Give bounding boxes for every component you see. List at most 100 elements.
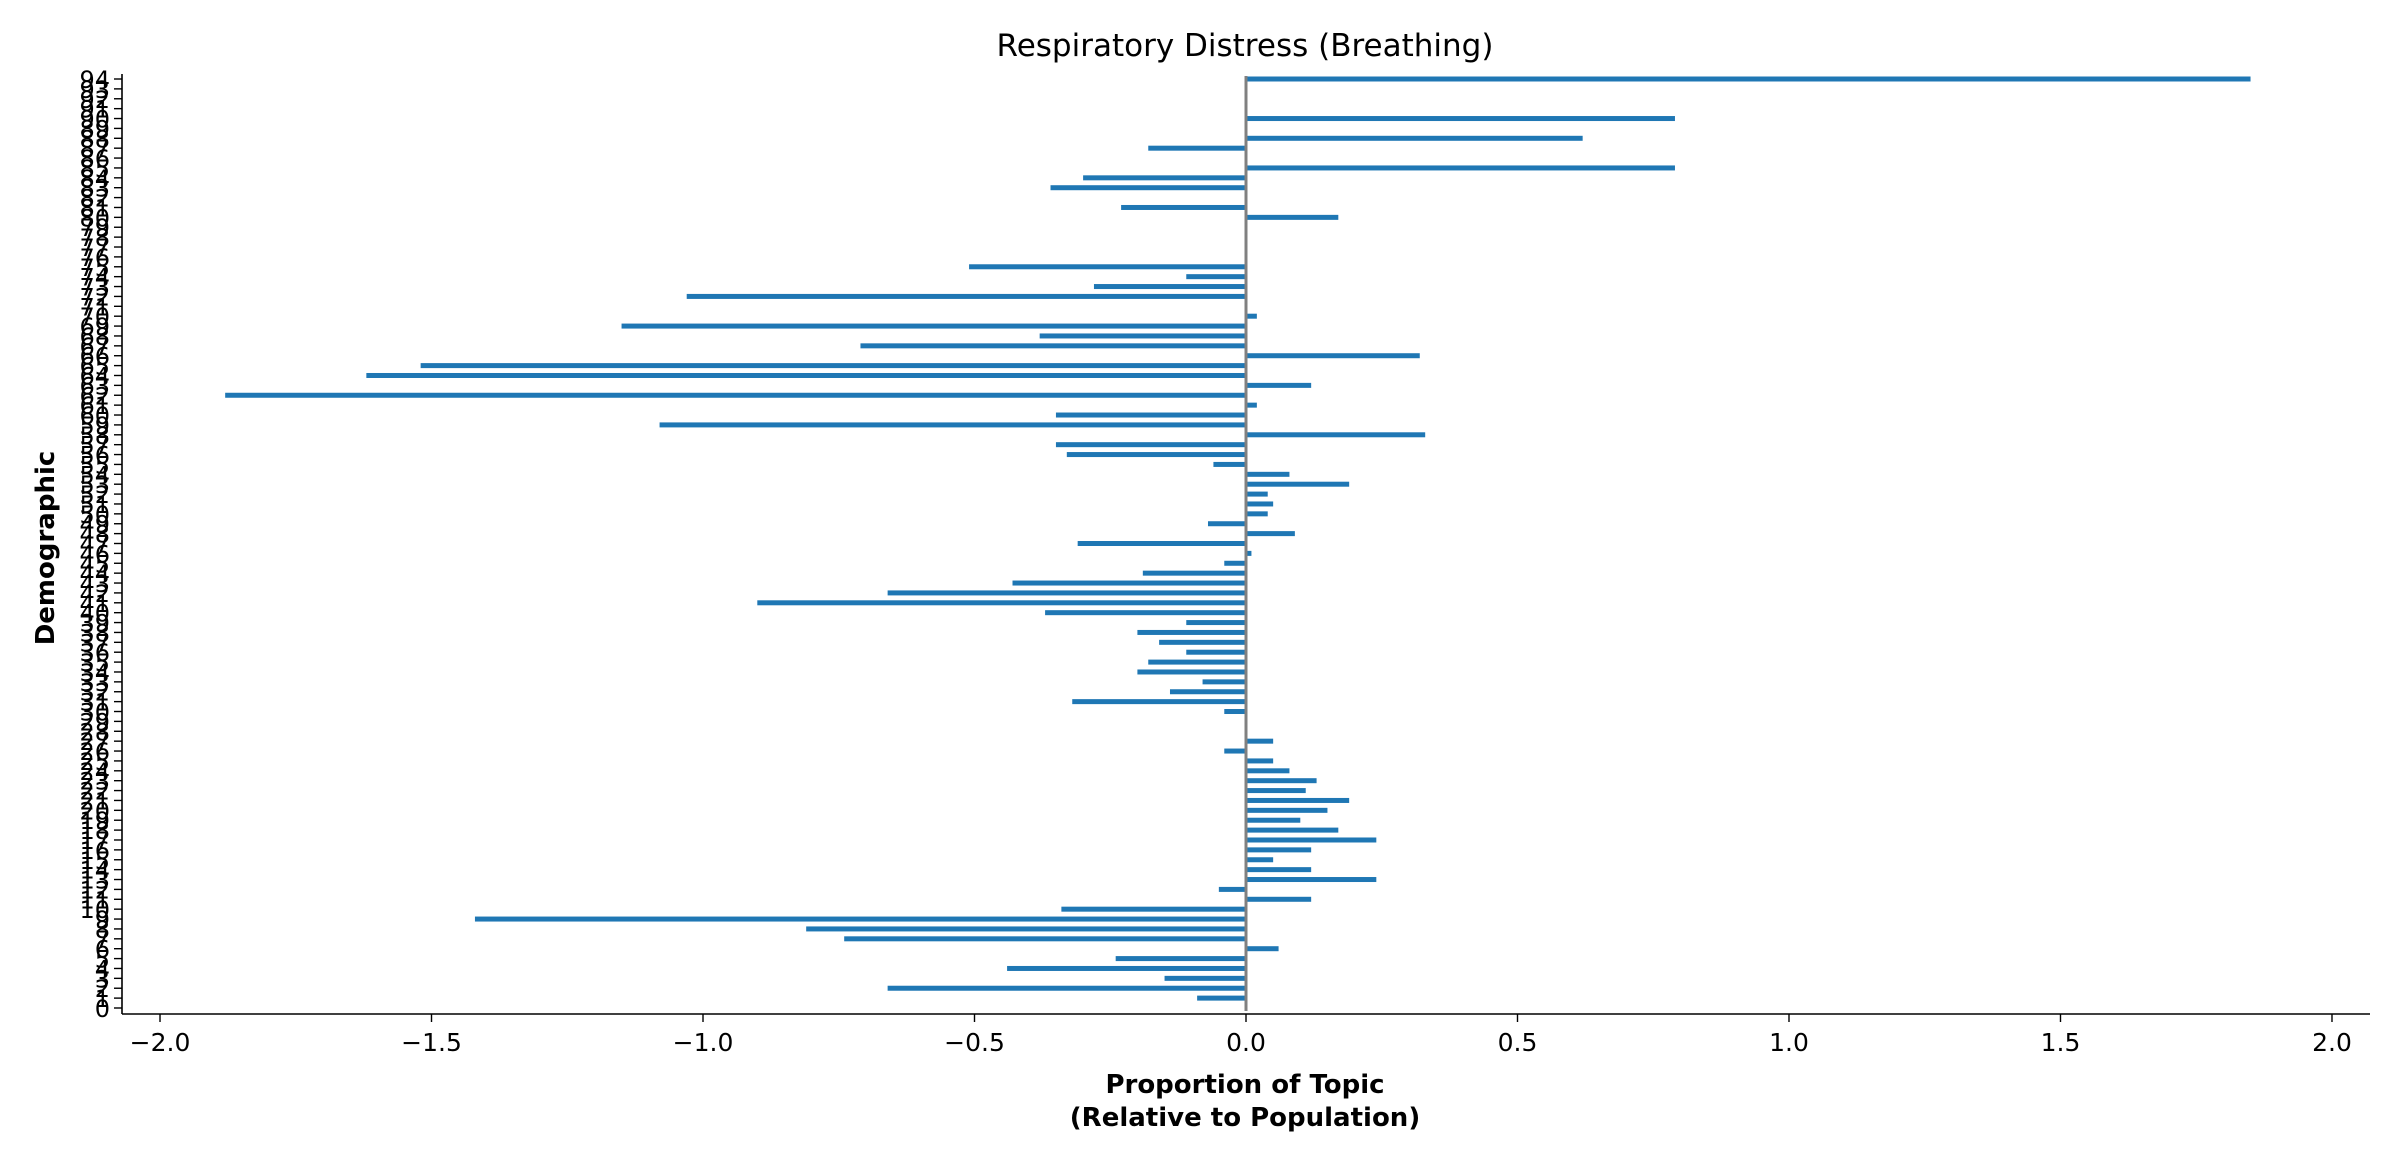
- y-tick-label-19: 19: [79, 807, 110, 835]
- y-tick-label-70: 70: [79, 303, 110, 331]
- bar-demographic-65: [420, 363, 1246, 369]
- bar-demographic-40: [1045, 610, 1246, 616]
- y-tick-label-20: 20: [79, 797, 110, 825]
- y-tick-label-27: 27: [79, 728, 110, 756]
- y-tick-label-17: 17: [79, 827, 110, 855]
- y-tick-label-78: 78: [79, 224, 110, 252]
- bar-demographic-66: [1246, 353, 1420, 359]
- y-tick-label-79: 79: [79, 214, 110, 242]
- y-tick-label-82: 82: [79, 185, 110, 213]
- y-tick-label-2: 2: [95, 975, 110, 1003]
- bar-demographic-55: [1213, 461, 1246, 467]
- bar-demographic-10: [1061, 906, 1246, 912]
- x-tick-label-3: −0.5: [944, 1028, 1005, 1057]
- bar-demographic-51: [1246, 501, 1274, 507]
- y-tick-label-35: 35: [79, 649, 110, 677]
- y-tick-label-60: 60: [79, 402, 110, 430]
- y-tick-label-89: 89: [79, 115, 110, 143]
- bar-demographic-35: [1148, 659, 1246, 665]
- y-tick-label-88: 88: [79, 125, 110, 153]
- y-tick-label-7: 7: [95, 926, 110, 954]
- bar-demographic-2: [887, 985, 1246, 991]
- y-tick-label-65: 65: [79, 353, 110, 381]
- bar-demographic-70: [1246, 313, 1257, 319]
- y-tick-label-12: 12: [79, 876, 110, 904]
- bar-demographic-46: [1246, 550, 1252, 556]
- y-tick-label-92: 92: [79, 86, 110, 114]
- y-tick-label-38: 38: [79, 619, 110, 647]
- y-tick-label-84: 84: [79, 165, 110, 193]
- y-tick-label-68: 68: [79, 323, 110, 351]
- y-tick-label-77: 77: [79, 234, 110, 262]
- y-tick-label-58: 58: [79, 422, 110, 450]
- y-tick-label-69: 69: [79, 313, 110, 341]
- bar-demographic-67: [860, 343, 1246, 349]
- bar-demographic-59: [659, 422, 1246, 428]
- bar-demographic-47: [1077, 541, 1246, 546]
- bar-demographic-36: [1186, 649, 1246, 655]
- y-tick-label-94: 94: [79, 66, 110, 94]
- bar-demographic-94: [1246, 76, 2251, 82]
- y-tick-label-33: 33: [79, 669, 110, 697]
- y-tick-label-41: 41: [79, 590, 110, 618]
- bar-demographic-83: [1050, 185, 1246, 191]
- chart-title: Respiratory Distress (Breathing): [997, 28, 1494, 64]
- bar-demographic-30: [1224, 709, 1246, 715]
- x-tick-label-5: 0.5: [1498, 1028, 1538, 1057]
- bar-demographic-61: [1246, 402, 1257, 408]
- bar-demographic-26: [1224, 748, 1246, 754]
- bar-demographic-60: [1055, 412, 1246, 418]
- bar-demographic-43: [1012, 580, 1246, 586]
- bar-demographic-4: [1007, 965, 1246, 971]
- bar-demographic-17: [1246, 837, 1377, 843]
- bar-demographic-24: [1246, 768, 1290, 774]
- bar-demographic-1: [1197, 995, 1246, 1001]
- y-tick-label-49: 49: [79, 511, 110, 539]
- y-tick-label-13: 13: [79, 867, 110, 895]
- y-tick-label-87: 87: [79, 135, 110, 163]
- y-tick-label-53: 53: [79, 471, 110, 499]
- bar-demographic-73: [1093, 284, 1246, 290]
- y-tick-label-71: 71: [79, 293, 110, 321]
- y-tick-label-59: 59: [79, 412, 110, 440]
- bar-demographic-42: [887, 590, 1246, 596]
- y-tick-label-57: 57: [79, 432, 110, 460]
- y-tick-label-15: 15: [79, 847, 110, 875]
- x-tick-label-1: −1.5: [401, 1028, 462, 1057]
- bar-demographic-64: [366, 372, 1246, 378]
- y-tick-label-22: 22: [79, 778, 110, 806]
- y-tick-label-67: 67: [79, 333, 110, 361]
- y-tick-label-75: 75: [79, 254, 110, 282]
- y-tick-label-81: 81: [79, 194, 110, 222]
- bar-demographic-23: [1246, 778, 1317, 784]
- y-tick-label-11: 11: [79, 886, 110, 914]
- y-tick-label-28: 28: [79, 718, 110, 746]
- bar-demographic-74: [1186, 274, 1246, 280]
- bar-demographic-31: [1072, 699, 1246, 705]
- bar-demographic-33: [1202, 679, 1246, 685]
- bar-demographic-87: [1148, 145, 1246, 151]
- bars-group: [225, 76, 2251, 1001]
- y-tick-label-26: 26: [79, 738, 110, 766]
- y-tick-label-14: 14: [79, 857, 110, 885]
- y-tick-label-21: 21: [79, 787, 110, 815]
- bar-demographic-56: [1066, 452, 1246, 458]
- y-tick-label-51: 51: [79, 491, 110, 519]
- y-tick-label-91: 91: [79, 96, 110, 124]
- bar-demographic-3: [1164, 975, 1246, 981]
- bar-demographic-14: [1246, 867, 1312, 873]
- bar-demographic-57: [1055, 442, 1246, 448]
- y-tick-label-34: 34: [79, 659, 110, 687]
- y-tick-label-44: 44: [79, 560, 110, 588]
- bar-demographic-13: [1246, 877, 1377, 883]
- y-tick-label-8: 8: [95, 916, 110, 944]
- y-tick-label-23: 23: [79, 768, 110, 796]
- x-axis-label-line-2: (Relative to Population): [1070, 1103, 1420, 1133]
- y-ticks-group: 0123456789101112131415161718192021222324…: [79, 66, 122, 1023]
- y-tick-label-93: 93: [79, 76, 110, 104]
- bar-demographic-22: [1246, 788, 1306, 794]
- y-tick-label-36: 36: [79, 639, 110, 667]
- bar-demographic-52: [1246, 491, 1268, 497]
- y-tick-label-61: 61: [79, 392, 110, 420]
